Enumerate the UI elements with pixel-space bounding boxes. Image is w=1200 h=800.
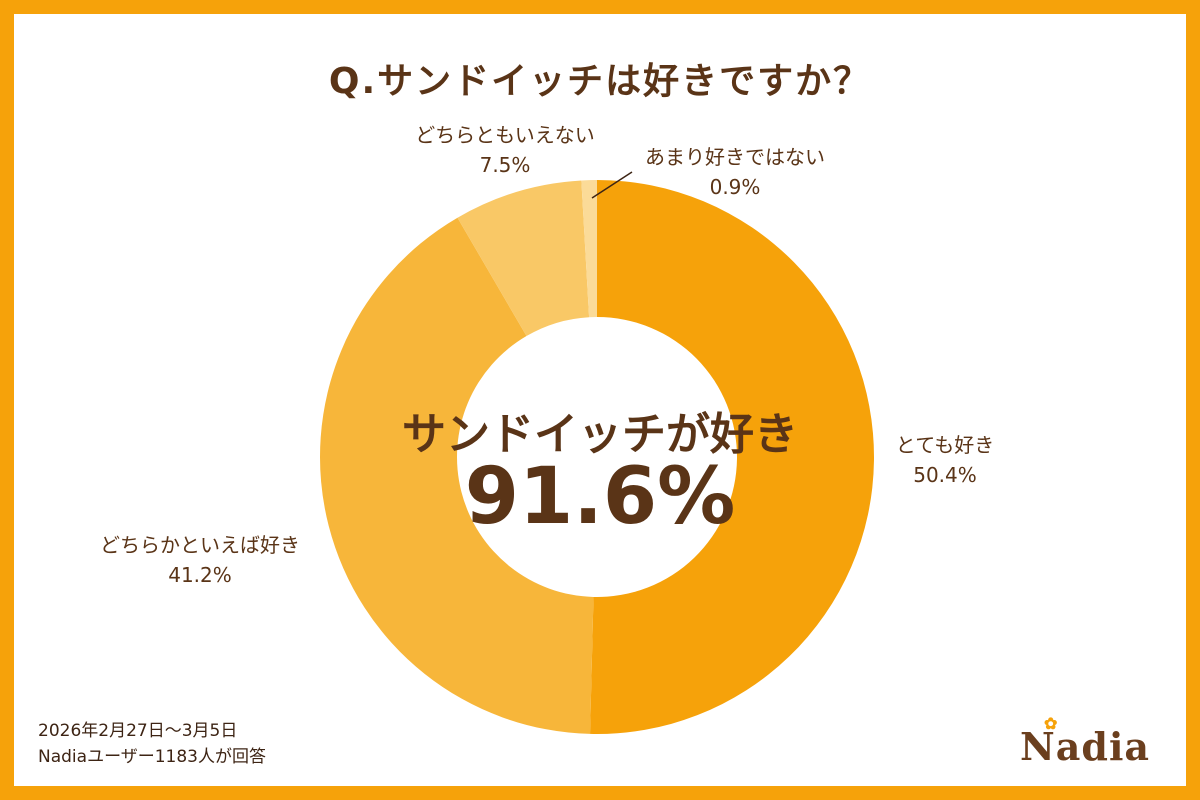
slice-value: 41.2% xyxy=(168,563,232,587)
survey-respondents: Nadiaユーザー1183人が回答 xyxy=(38,747,266,767)
logo-text: Nadia xyxy=(1020,724,1150,769)
leader-line xyxy=(591,171,633,199)
chart-title: Q.サンドイッチは好きですか？ xyxy=(328,61,872,102)
slice-label-very-like: とても好き 50.4% xyxy=(870,430,1020,490)
slice-label-somewhat-like: どちらかといえば好き 41.2% xyxy=(60,530,340,590)
slice-neutral xyxy=(457,180,590,337)
slice-name: どちらともいえない xyxy=(415,123,595,147)
slice-label-not-like: あまり好きではない 0.9% xyxy=(620,142,850,202)
survey-footer: 2026年2月27日～3月5日 Nadiaユーザー1183人が回答 xyxy=(38,718,266,770)
slice-name: どちらかといえば好き xyxy=(100,533,300,557)
survey-period: 2026年2月27日～3月5日 xyxy=(38,721,238,741)
slice-name: とても好き xyxy=(895,433,995,457)
flower-icon: ✿ xyxy=(1044,714,1059,733)
slice-value: 7.5% xyxy=(479,153,531,177)
slice-value: 0.9% xyxy=(709,175,761,199)
slice-not-like xyxy=(581,180,597,318)
slice-very-like xyxy=(590,180,875,734)
slice-name: あまり好きではない xyxy=(645,145,825,169)
slice-somewhat-like xyxy=(320,217,594,734)
center-value: 91.6% xyxy=(464,452,736,542)
slice-label-neutral: どちらともいえない 7.5% xyxy=(390,120,620,180)
donut-slices xyxy=(320,180,875,734)
nadia-logo: ✿ Nadia xyxy=(1020,714,1150,769)
center-subtitle: サンドイッチが好き xyxy=(402,409,798,460)
slice-value: 50.4% xyxy=(913,463,977,487)
